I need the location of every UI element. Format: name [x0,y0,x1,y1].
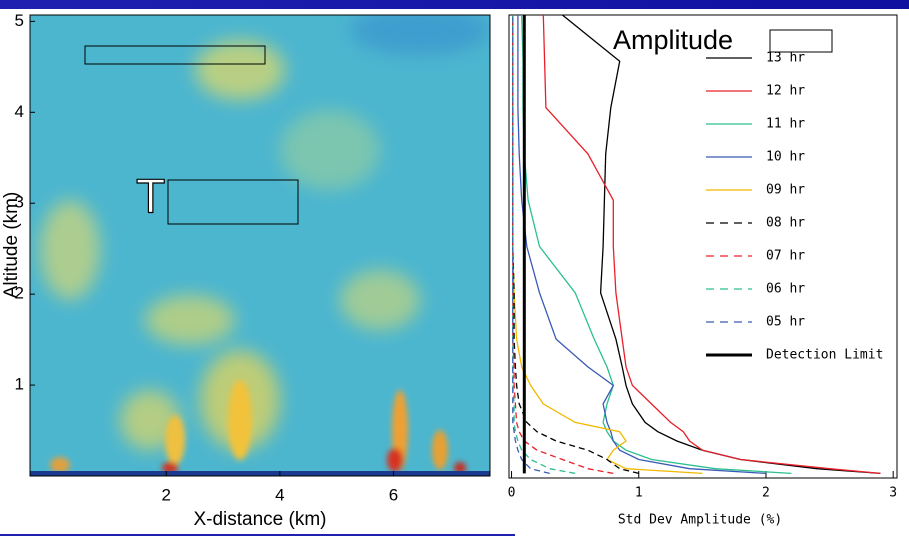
series-line [517,15,767,475]
heatmap-frame [29,14,491,477]
y-tick-label: 4 [15,102,24,121]
x-axis-label: X-distance (km) [193,509,326,530]
header-bar [0,0,909,9]
legend-label: 11 hr [766,117,805,132]
series-line [542,14,881,475]
y-tick-label: 2 [15,284,24,303]
y-tick-label: 5 [15,11,24,30]
line-frame [508,14,898,479]
heatmap-field [30,15,490,476]
legend-label: 09 hr [766,183,805,198]
x-tick-label: 3 [889,486,897,501]
series-line [512,15,550,475]
x-tick-label: 2 [162,485,171,504]
annotation: T [136,171,165,224]
legend-label: 05 hr [766,315,805,330]
x-tick-label: 6 [389,485,398,504]
x-tick-label: 1 [635,486,643,501]
glyph-boxes [84,29,833,225]
y-axis-label: Altitude (km) [1,192,22,299]
chart-title: Amplitude [613,25,733,55]
x-tick-label: 4 [275,485,284,504]
legend-label: 07 hr [766,249,805,264]
legend-label: 10 hr [766,150,805,165]
legend-label: 06 hr [766,282,805,297]
x-axis-label: Std Dev Amplitude (%) [618,513,782,528]
x-tick-label: 0 [508,486,516,501]
series-line [512,15,576,475]
legend-label: 12 hr [766,84,805,99]
legend-label: 13 hr [766,51,805,66]
legend-label: 08 hr [766,216,805,231]
x-tick-label: 2 [762,486,770,501]
y-tick-label: 3 [15,193,24,212]
y-tick-label: 1 [15,375,24,394]
legend-label: Detection Limit [766,348,883,363]
